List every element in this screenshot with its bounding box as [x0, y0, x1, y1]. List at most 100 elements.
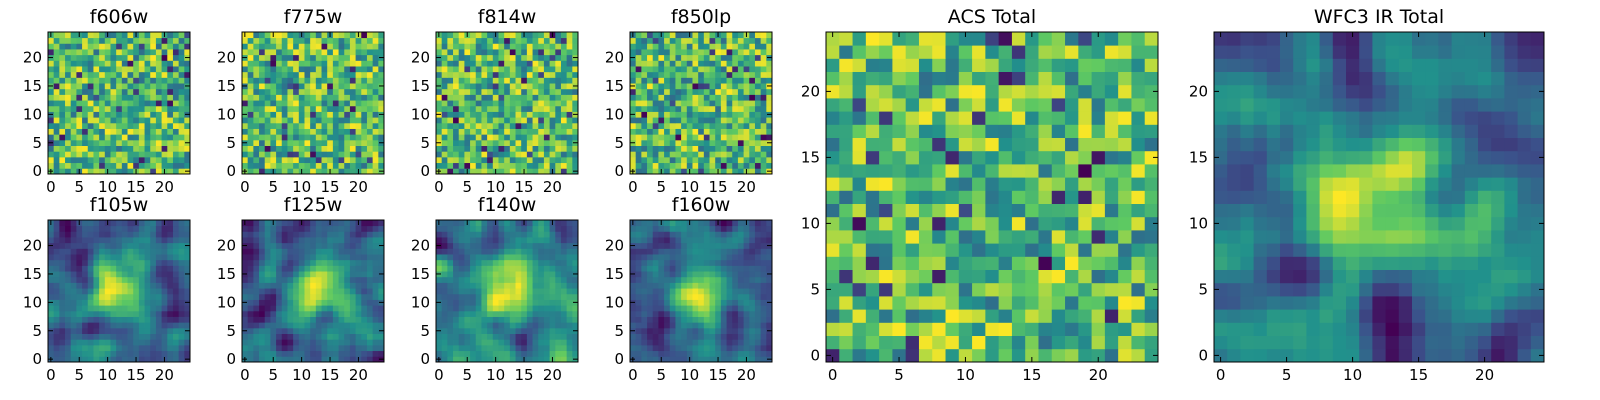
heatmap-cell — [293, 350, 300, 357]
heatmap-cell — [93, 305, 100, 312]
heatmap-cell — [264, 37, 271, 44]
heatmap-cell — [99, 333, 106, 340]
heatmap-cell — [453, 259, 460, 266]
heatmap-cell — [310, 327, 317, 334]
heatmap-cell — [150, 225, 157, 232]
heatmap-cell — [549, 231, 556, 238]
heatmap-cell — [720, 305, 727, 312]
heatmap-cell — [458, 344, 465, 352]
heatmap-cell — [82, 288, 89, 295]
heatmap-cell — [652, 282, 659, 289]
heatmap-cell — [532, 83, 539, 90]
heatmap-cell — [498, 327, 505, 334]
heatmap-cell — [732, 83, 739, 90]
heatmap-cell — [509, 162, 516, 169]
heatmap-cell — [167, 105, 174, 112]
heatmap-cell — [481, 134, 488, 141]
heatmap-cell — [99, 122, 106, 129]
heatmap-cell — [138, 83, 145, 90]
heatmap-cell — [264, 43, 271, 50]
heatmap-cell — [76, 111, 83, 118]
heatmap-cell — [138, 288, 145, 295]
heatmap-cell — [366, 271, 374, 278]
heatmap-cell — [658, 350, 665, 357]
heatmap-cell — [99, 162, 106, 169]
heatmap-cell — [664, 276, 671, 283]
heatmap-cell — [749, 316, 756, 323]
heatmap-cell — [470, 327, 477, 334]
heatmap-cell — [349, 168, 356, 175]
panel-title: f606w — [90, 6, 149, 28]
heatmap-cell — [555, 37, 562, 44]
heatmap-cell — [167, 111, 174, 118]
heatmap-cell — [161, 37, 168, 44]
heatmap-cell — [447, 225, 454, 232]
heatmap-cell — [247, 231, 254, 238]
heatmap-cell — [121, 259, 128, 266]
heatmap-cell — [464, 231, 471, 238]
y-tick-label: 20 — [217, 49, 236, 67]
heatmap-cell — [327, 54, 334, 61]
heatmap-cell — [647, 151, 654, 158]
heatmap-cell — [498, 32, 505, 39]
heatmap-cell — [293, 145, 300, 152]
heatmap-cell — [749, 344, 756, 352]
heatmap-cell — [481, 339, 488, 346]
heatmap-cell — [178, 134, 185, 141]
heatmap-cell — [458, 237, 465, 244]
heatmap-cell — [641, 128, 648, 135]
heatmap-cell — [737, 322, 744, 329]
heatmap-cell — [247, 156, 254, 164]
heatmap-cell — [470, 83, 477, 90]
heatmap-cell — [652, 310, 659, 317]
heatmap-cell — [59, 276, 66, 283]
heatmap-cell — [498, 282, 505, 289]
heatmap-cell — [48, 49, 55, 56]
heatmap-cell — [658, 60, 665, 67]
heatmap-cell — [692, 43, 699, 50]
heatmap-cell — [737, 134, 744, 141]
heatmap-cell — [492, 60, 499, 67]
heatmap-cell — [698, 288, 705, 295]
heatmap-cell — [366, 122, 374, 129]
heatmap-cell — [515, 237, 522, 244]
heatmap-cell — [298, 71, 305, 78]
heatmap-cell — [93, 333, 100, 340]
heatmap-cell — [178, 327, 185, 334]
heatmap-cell — [760, 32, 767, 39]
heatmap-cell — [481, 265, 488, 272]
heatmap-cell — [566, 265, 573, 272]
heatmap-cell — [464, 94, 471, 101]
heatmap-cell — [344, 134, 351, 141]
heatmap-cell — [378, 316, 385, 323]
heatmap-cell — [492, 276, 499, 283]
heatmap-cell — [538, 225, 545, 232]
heatmap-cell — [327, 151, 334, 158]
heatmap-cell — [509, 344, 516, 352]
heatmap-cell — [743, 43, 750, 50]
heatmap-cell — [549, 43, 556, 50]
heatmap-cell — [82, 220, 89, 227]
heatmap-cell — [178, 231, 185, 238]
heatmap-cell — [366, 350, 374, 357]
heatmap-cell — [116, 54, 123, 61]
heatmap-cell — [458, 322, 465, 329]
heatmap-cell — [53, 139, 60, 146]
heatmap-cell — [104, 128, 111, 135]
heatmap-cell — [453, 77, 460, 84]
heatmap-cell — [470, 254, 477, 261]
heatmap-cell — [338, 105, 345, 112]
heatmap-cell — [560, 271, 568, 278]
heatmap-cell — [276, 105, 283, 112]
heatmap-cell — [76, 231, 83, 238]
heatmap-cell — [754, 88, 762, 95]
heatmap-cell — [766, 162, 773, 169]
heatmap-cell — [543, 265, 550, 272]
heatmap-cell — [293, 105, 300, 112]
heatmap-cell — [270, 145, 277, 152]
heatmap-cell — [276, 156, 283, 164]
heatmap-cell — [760, 327, 767, 334]
heatmap-cell — [332, 139, 339, 146]
heatmap-cell — [543, 299, 550, 306]
heatmap-cell — [327, 237, 334, 244]
